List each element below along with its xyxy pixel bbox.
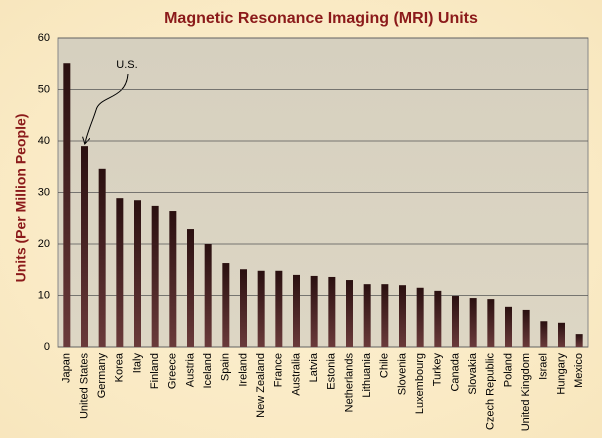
- bar: [293, 274, 300, 347]
- bar: [434, 290, 442, 347]
- x-tick-label: Iceland: [202, 353, 214, 388]
- bar: [381, 284, 389, 347]
- bar: [328, 276, 336, 347]
- x-tick-label: Estonia: [326, 352, 338, 390]
- y-axis-label: Units (Per Million People): [13, 114, 29, 283]
- bar: [310, 275, 318, 347]
- bar: [222, 263, 230, 347]
- bar: [275, 270, 283, 347]
- x-tick-label: Canada: [449, 352, 461, 391]
- bar: [204, 244, 212, 347]
- x-tick-label: Slovenia: [396, 352, 408, 395]
- x-tick-label: Luxembourg: [414, 353, 426, 414]
- x-tick-label: Spain: [220, 353, 232, 381]
- bar: [558, 322, 565, 347]
- y-tick-label: 0: [44, 341, 50, 353]
- bar: [134, 200, 141, 347]
- x-tick-label: Latvia: [308, 352, 320, 382]
- annotation: U.S.: [116, 59, 137, 71]
- x-tick-label: Mexico: [573, 353, 585, 388]
- x-tick-label: Germany: [96, 353, 108, 399]
- bar: [240, 269, 247, 347]
- x-tick-label: Turkey: [432, 353, 444, 387]
- bar: [81, 146, 88, 347]
- bar: [575, 334, 583, 347]
- x-tick-label: Israel: [538, 353, 550, 380]
- x-tick-label: Greece: [167, 353, 179, 389]
- y-tick-label: 40: [38, 135, 50, 147]
- x-tick-label: Finland: [149, 353, 161, 389]
- bar: [257, 270, 265, 347]
- bar: [187, 229, 194, 347]
- x-tick-label: Korea: [114, 352, 126, 382]
- bar: [487, 299, 495, 347]
- x-tick-label: Ireland: [237, 353, 249, 387]
- bar: [540, 321, 548, 347]
- bar: [452, 296, 459, 347]
- x-tick-label: Poland: [502, 353, 514, 387]
- y-tick-label: 60: [38, 32, 50, 44]
- x-tick-label: Australia: [290, 352, 302, 396]
- x-tick-label: Netherlands: [343, 353, 355, 413]
- chart-title: Magnetic Resonance Imaging (MRI) Units: [164, 10, 478, 27]
- bar: [399, 285, 406, 347]
- x-tick-label: Lithuania: [361, 352, 373, 398]
- x-tick-label: Czech Republic: [485, 353, 497, 431]
- y-tick-label: 10: [38, 289, 50, 301]
- bar: [363, 284, 371, 347]
- x-tick-label: Italy: [131, 353, 143, 374]
- x-tick-label: Chile: [379, 353, 391, 378]
- x-tick-label: Japan: [61, 353, 73, 383]
- x-tick-label: France: [273, 353, 285, 387]
- bar: [116, 198, 124, 347]
- y-tick-label: 30: [38, 186, 50, 198]
- y-tick-label: 20: [38, 238, 50, 250]
- bar: [346, 280, 353, 347]
- x-tick-label: Slovakia: [467, 352, 479, 394]
- bar: [98, 168, 106, 347]
- bar: [169, 211, 177, 347]
- x-tick-label: New Zealand: [255, 353, 267, 418]
- bar: [416, 287, 424, 347]
- x-tick-label: Hungary: [555, 353, 567, 395]
- bar: [151, 205, 159, 347]
- x-tick-label: Austria: [184, 352, 196, 387]
- x-tick-label: United Kingdom: [520, 353, 532, 431]
- bar: [63, 63, 71, 348]
- bar: [522, 309, 530, 347]
- bar: [505, 306, 512, 347]
- x-tick-label: United States: [78, 353, 90, 420]
- y-tick-label: 50: [38, 83, 50, 95]
- bar: [469, 298, 477, 347]
